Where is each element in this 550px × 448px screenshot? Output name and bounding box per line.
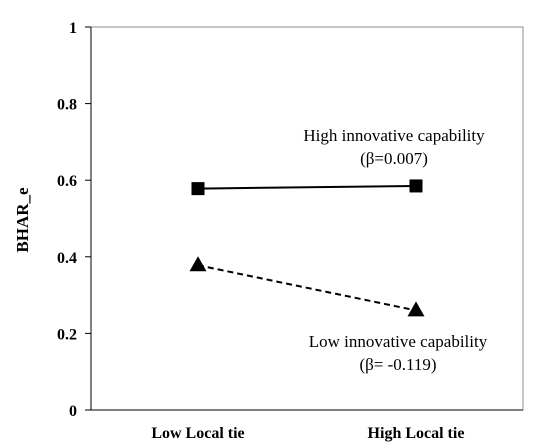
series-annotation-title: High innovative capability <box>303 126 485 145</box>
series-annotation-beta: (β=0.007) <box>360 149 428 168</box>
x-tick-label: Low Local tie <box>151 425 244 442</box>
y-tick-label: 0.4 <box>57 250 77 267</box>
series-annotation-title: Low innovative capability <box>309 332 488 351</box>
square-marker <box>409 179 423 193</box>
series-line-0 <box>197 184 417 190</box>
y-tick-label: 0.2 <box>57 326 77 343</box>
y-tick-label: 1 <box>69 20 77 37</box>
triangle-marker <box>407 301 425 317</box>
y-axis-title: BHAR_e <box>13 187 32 253</box>
y-tick-label: 0.6 <box>57 173 77 190</box>
y-ticks: 0 0.2 0.4 0.6 0.8 1 <box>57 20 91 420</box>
x-ticks: Low Local tie High Local tie <box>151 425 464 442</box>
series-layer <box>189 179 425 317</box>
series-line-1 <box>197 264 417 312</box>
y-tick-label: 0 <box>69 403 77 420</box>
square-marker <box>191 182 205 196</box>
triangle-marker <box>189 256 207 272</box>
y-tick-label: 0.8 <box>57 97 77 114</box>
series-annotation-beta: (β= -0.119) <box>359 355 436 374</box>
plot-area <box>90 26 524 411</box>
x-tick-label: High Local tie <box>368 425 465 442</box>
annotation-layer: High innovative capability (β=0.007) Low i… <box>303 126 487 374</box>
